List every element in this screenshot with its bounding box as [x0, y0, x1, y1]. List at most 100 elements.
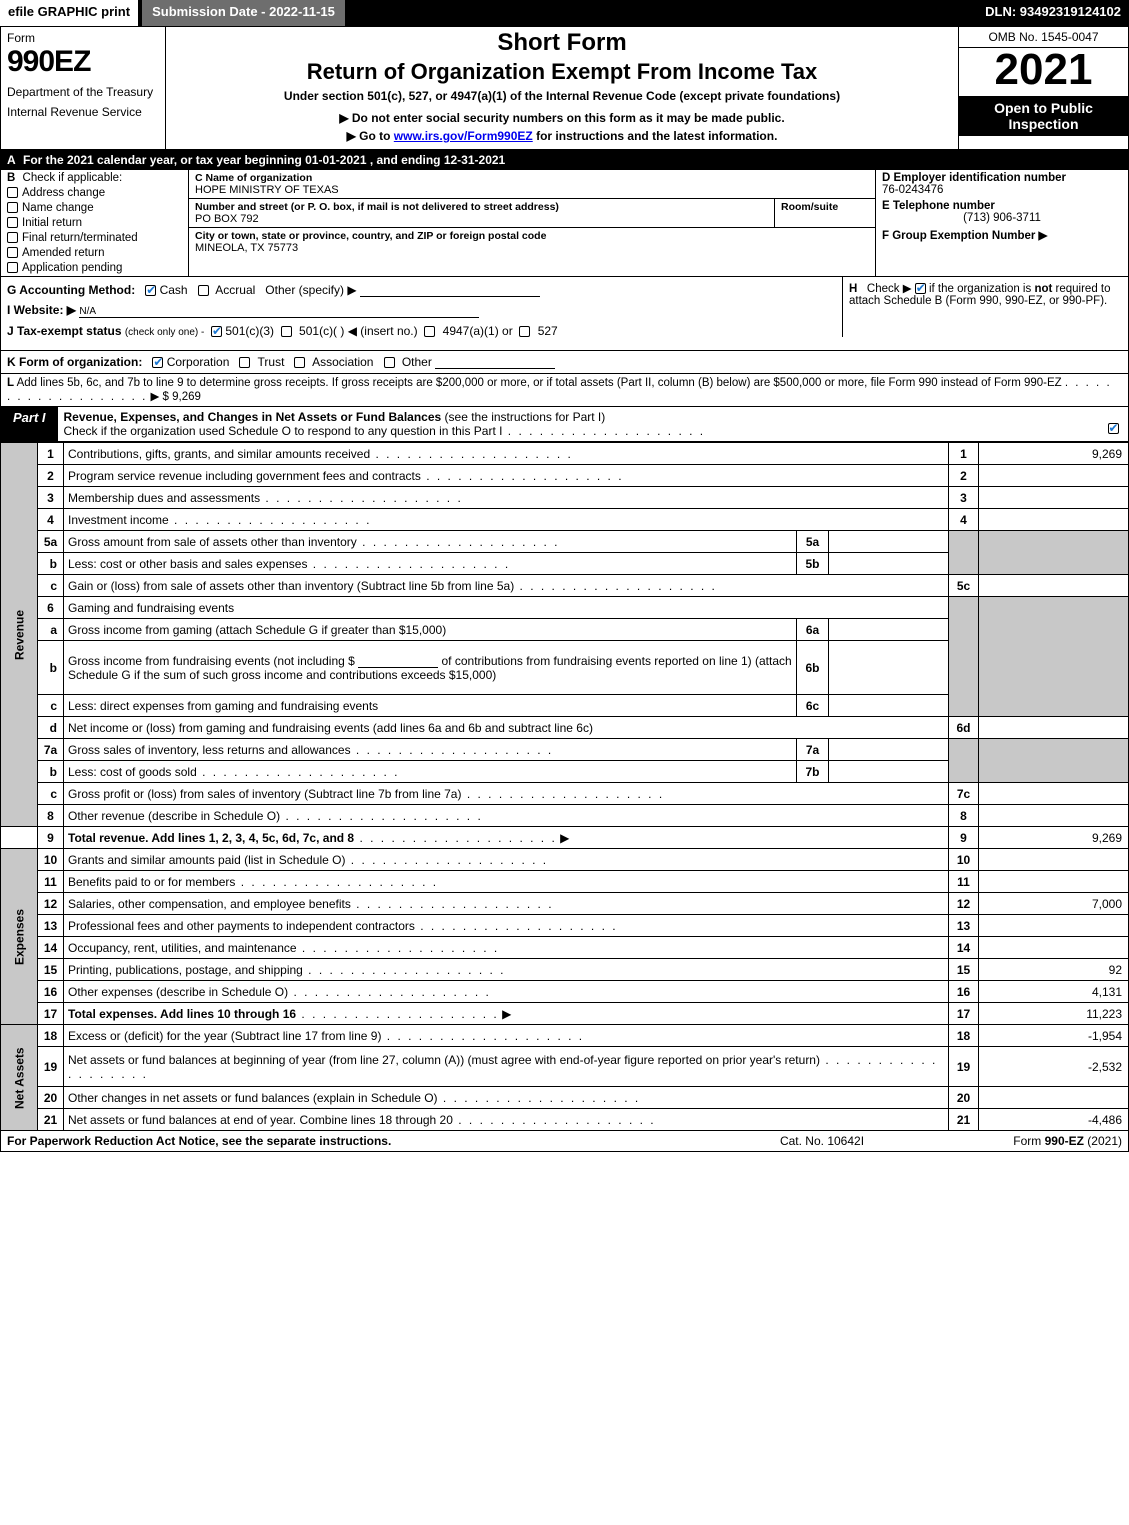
checkbox-checked-icon[interactable] [145, 285, 156, 296]
checkbox-checked-icon[interactable] [1108, 423, 1119, 434]
desc-text: Gross sales of inventory, less returns a… [68, 743, 351, 757]
checkbox-icon[interactable] [239, 357, 250, 368]
desc-text: Net assets or fund balances at beginning… [68, 1053, 820, 1067]
inner-amt [829, 695, 949, 717]
line-ref: 6d [949, 717, 979, 739]
desc-text: Professional fees and other payments to … [68, 919, 415, 933]
line-amt [979, 575, 1129, 597]
line-desc: Benefits paid to or for members [64, 871, 949, 893]
side-netassets: Net Assets [1, 1025, 38, 1131]
submission-date: Submission Date - 2022-11-15 [142, 0, 345, 26]
desc-text: Benefits paid to or for members [68, 875, 235, 889]
b-opt-initial: Initial return [7, 217, 182, 229]
checkbox-icon[interactable] [7, 247, 18, 258]
desc-text: Salaries, other compensation, and employ… [68, 897, 351, 911]
line-no: 5a [38, 531, 64, 553]
table-row: 9 Total revenue. Add lines 1, 2, 3, 4, 5… [1, 827, 1129, 849]
checkbox-icon[interactable] [519, 326, 530, 337]
dln-label: DLN: 93492319124102 [977, 0, 1129, 26]
dots-icon [345, 853, 548, 867]
h-text2: if the organization is [929, 283, 1034, 295]
desc-text: Total expenses. Add lines 10 through 16 [68, 1007, 296, 1021]
inner-no: 6b [797, 641, 829, 695]
b-opt-label: Name change [22, 202, 94, 214]
inner-amt [829, 761, 949, 783]
checkbox-checked-icon[interactable] [211, 326, 222, 337]
table-row: Revenue 1 Contributions, gifts, grants, … [1, 443, 1129, 465]
line-ref: 11 [949, 871, 979, 893]
b-opt-name: Name change [7, 202, 182, 214]
g-other: Other (specify) ▶ [265, 283, 356, 297]
part1-title: Revenue, Expenses, and Changes in Net As… [64, 410, 442, 424]
part1-text: Revenue, Expenses, and Changes in Net As… [58, 407, 1098, 441]
dots-icon [280, 809, 483, 823]
dept-treasury: Department of the Treasury [7, 85, 159, 99]
dept-irs: Internal Revenue Service [7, 105, 159, 119]
footer-right: Form 990-EZ (2021) [922, 1134, 1122, 1148]
checkbox-icon[interactable] [198, 285, 209, 296]
desc-text: Gross profit or (loss) from sales of inv… [68, 787, 461, 801]
line-amt [979, 849, 1129, 871]
checkbox-checked-icon[interactable] [152, 357, 163, 368]
checkbox-icon[interactable] [424, 326, 435, 337]
g-accrual: Accrual [215, 283, 255, 297]
line-no: a [38, 619, 64, 641]
c-room-label: Room/suite [781, 201, 869, 213]
checkbox-icon[interactable] [294, 357, 305, 368]
footer-r-form: 990-EZ [1045, 1134, 1084, 1148]
table-row: 2 Program service revenue including gove… [1, 465, 1129, 487]
dots-icon [514, 579, 717, 593]
f-row: F Group Exemption Number ▶ [876, 226, 1128, 244]
line-desc: Less: cost or other basis and sales expe… [64, 553, 797, 575]
line-ref: 14 [949, 937, 979, 959]
checkbox-icon[interactable] [281, 326, 292, 337]
g-cash: Cash [160, 283, 188, 297]
line-desc: Program service revenue including govern… [64, 465, 949, 487]
line-amt: 92 [979, 959, 1129, 981]
e-val: (713) 906-3711 [882, 212, 1122, 224]
checkbox-icon[interactable] [384, 357, 395, 368]
line-ref: 17 [949, 1003, 979, 1025]
desc-text: Gain or (loss) from sale of assets other… [68, 579, 514, 593]
line-ref: 4 [949, 509, 979, 531]
checkbox-icon[interactable] [7, 202, 18, 213]
checkbox-icon[interactable] [7, 217, 18, 228]
instructions-link-line: ▶ Go to www.irs.gov/Form990EZ for instru… [176, 129, 948, 143]
line-ref: 1 [949, 443, 979, 465]
line-desc: Occupancy, rent, utilities, and maintena… [64, 937, 949, 959]
l-text: Add lines 5b, 6c, and 7b to line 9 to de… [17, 377, 1062, 389]
table-row: Expenses 10 Grants and similar amounts p… [1, 849, 1129, 871]
desc-text: Other revenue (describe in Schedule O) [68, 809, 280, 823]
gray-cell [949, 597, 979, 717]
checkbox-icon[interactable] [7, 187, 18, 198]
line-desc: Printing, publications, postage, and shi… [64, 959, 949, 981]
desc-text: Investment income [68, 513, 169, 527]
ssn-note: ▶ Do not enter social security numbers o… [176, 111, 948, 125]
desc-text: Less: direct expenses from gaming and fu… [68, 699, 378, 713]
section-bcdef: B Check if applicable: Address change Na… [0, 170, 1129, 277]
dots-icon [354, 831, 557, 845]
footer-left: For Paperwork Reduction Act Notice, see … [7, 1134, 722, 1148]
desc-text: Total revenue. Add lines 1, 2, 3, 4, 5c,… [68, 831, 354, 845]
desc-text: Program service revenue including govern… [68, 469, 421, 483]
checkbox-icon[interactable] [7, 262, 18, 273]
dots-icon [235, 875, 438, 889]
checkbox-icon[interactable] [7, 232, 18, 243]
dots-icon [303, 963, 506, 977]
part1-tag: Part I [1, 407, 58, 441]
table-row: 17 Total expenses. Add lines 10 through … [1, 1003, 1129, 1025]
irs-link[interactable]: www.irs.gov/Form990EZ [394, 129, 533, 143]
header-left: Form 990EZ Department of the Treasury In… [1, 27, 166, 149]
line-no: 21 [38, 1109, 64, 1131]
table-row: Net Assets 18 Excess or (deficit) for th… [1, 1025, 1129, 1047]
gray-cell [949, 739, 979, 783]
line-amt [979, 509, 1129, 531]
line-amt: 7,000 [979, 893, 1129, 915]
d-label: D Employer identification number [882, 172, 1122, 184]
line-amt [979, 871, 1129, 893]
gray-cell [979, 597, 1129, 717]
line-no: 14 [38, 937, 64, 959]
dots-icon [296, 1007, 499, 1021]
line-no: d [38, 717, 64, 739]
checkbox-checked-icon[interactable] [915, 283, 926, 294]
